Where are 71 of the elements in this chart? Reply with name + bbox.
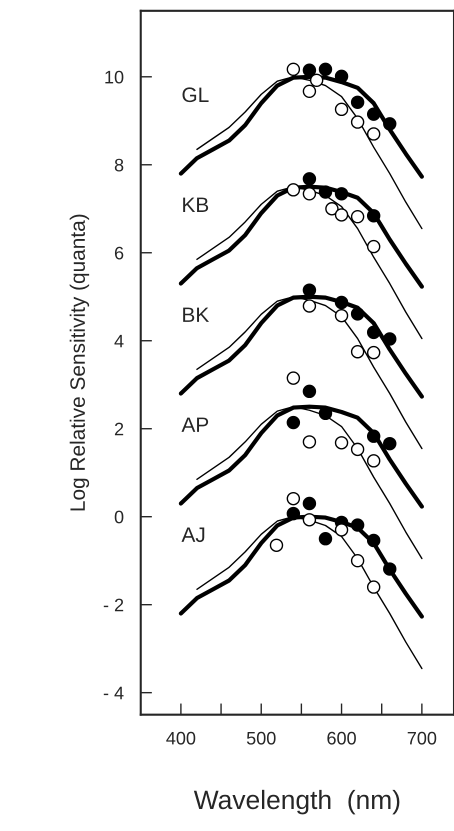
y-tick-label: - 4 (104, 686, 124, 700)
point (302, 84, 316, 98)
annotation: KB (183, 198, 208, 212)
point (286, 183, 300, 197)
point (383, 332, 396, 346)
annotation: BK (183, 308, 210, 322)
y-tick-label: - 2 (104, 598, 124, 612)
y-tick-label: 10 (105, 70, 124, 84)
x-tick-label: 500 (246, 732, 276, 745)
point (350, 518, 364, 532)
point (366, 580, 380, 594)
point (318, 62, 332, 76)
point (334, 436, 348, 450)
point (302, 299, 316, 313)
point (366, 454, 380, 468)
point (383, 117, 396, 131)
point (350, 115, 364, 129)
point (366, 346, 380, 360)
point (302, 283, 316, 297)
point (302, 384, 316, 398)
y-tick-label: 0 (114, 510, 124, 524)
point (350, 307, 364, 321)
point (366, 209, 380, 223)
point (334, 70, 348, 84)
point (286, 506, 300, 520)
point (350, 554, 364, 568)
point (286, 416, 300, 430)
point (366, 240, 380, 254)
annotation: AJ (182, 528, 204, 542)
point (350, 345, 364, 358)
x-tick-label: 700 (408, 732, 436, 745)
point (334, 208, 348, 222)
annotation: AP (182, 418, 208, 432)
y-tick-label: 8 (114, 158, 124, 172)
point (302, 172, 316, 186)
point (302, 187, 316, 201)
point (286, 371, 300, 385)
point (302, 63, 316, 77)
annotation: GL (182, 87, 209, 102)
point (350, 442, 364, 456)
point (334, 102, 348, 116)
point (334, 308, 348, 322)
point (286, 492, 300, 506)
point (366, 429, 380, 443)
point (334, 523, 348, 537)
point (350, 96, 364, 110)
point (302, 496, 316, 510)
x-tick-label: 400 (166, 732, 196, 745)
point (334, 187, 348, 201)
point (310, 74, 324, 88)
point (270, 538, 284, 552)
point (318, 185, 332, 199)
x-tick-label: 600 (327, 732, 356, 745)
point (302, 513, 316, 526)
point (286, 62, 300, 76)
point (350, 210, 364, 224)
x-axis-title: Wavelength (nm) (194, 790, 400, 814)
point (325, 202, 339, 216)
point (383, 436, 396, 450)
point (366, 534, 380, 548)
y-axis-title: Log Relative Sensitivity (quanta) (70, 214, 90, 510)
y-tick-label: 6 (114, 246, 124, 260)
y-tick-label: 2 (114, 422, 124, 436)
point (366, 127, 380, 141)
point (366, 326, 380, 340)
point (302, 435, 316, 449)
point (318, 532, 332, 546)
y-tick-label: 4 (114, 334, 124, 348)
point (334, 296, 348, 310)
point (366, 107, 380, 121)
point (383, 562, 396, 576)
